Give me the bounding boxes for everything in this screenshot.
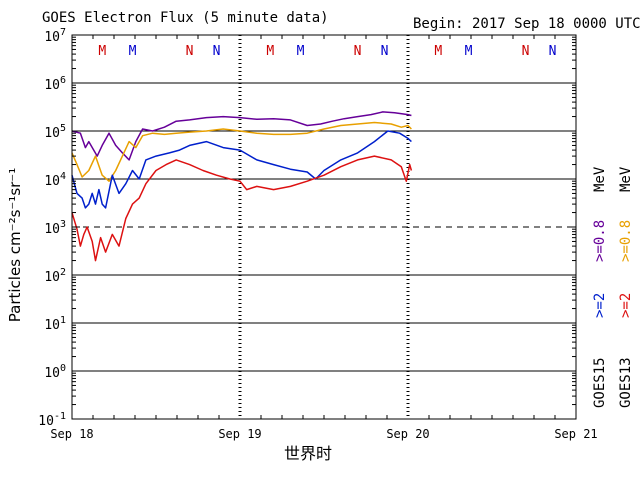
marker-m: M bbox=[266, 44, 274, 59]
y-tick-label: 103 bbox=[44, 219, 66, 237]
grid-layer bbox=[72, 35, 576, 419]
marker-n: N bbox=[213, 44, 221, 59]
plot-frame bbox=[71, 34, 577, 420]
series-line-4 bbox=[71, 155, 413, 262]
series-line-1 bbox=[71, 111, 412, 161]
legend: GOES15 GOES13 >=2 >=2 >=0.8 >=0.8 MeV Me… bbox=[592, 166, 634, 408]
y-tick-label: 106 bbox=[44, 75, 66, 93]
marker-n: N bbox=[549, 44, 557, 59]
y-tick-label: 107 bbox=[44, 27, 66, 45]
marker-n: N bbox=[186, 44, 194, 59]
marker-m: M bbox=[434, 44, 442, 59]
series-line-2 bbox=[71, 121, 412, 182]
marker-m: M bbox=[98, 44, 106, 59]
series-line-3 bbox=[71, 130, 412, 209]
marker-m: M bbox=[297, 44, 305, 59]
y-tick-label: 104 bbox=[44, 171, 66, 189]
chart-title: GOES Electron Flux (5 minute data) bbox=[42, 10, 329, 26]
legend-unit-goes15: MeV bbox=[592, 166, 608, 192]
series-layer bbox=[71, 111, 413, 262]
x-axis-label: 世界时 bbox=[284, 444, 332, 463]
marker-m: M bbox=[465, 44, 473, 59]
legend-g15-08mev: >=0.8 bbox=[592, 220, 608, 262]
y-tick-label: 102 bbox=[44, 267, 66, 285]
x-tick-label: Sep 19 bbox=[218, 427, 261, 441]
legend-g15-2mev: >=2 bbox=[592, 293, 608, 318]
x-tick-layer: Sep 18 Sep 19 Sep 20 Sep 21 bbox=[50, 35, 598, 441]
x-tick-label: Sep 18 bbox=[50, 427, 93, 441]
legend-g13-08mev: >=0.8 bbox=[618, 220, 634, 262]
legend-goes13-label: GOES13 bbox=[618, 357, 634, 408]
legend-g13-2mev: >=2 bbox=[618, 293, 634, 318]
y-tick-label: 105 bbox=[44, 123, 66, 141]
y-axis-label: Particles cm⁻²s⁻¹sr⁻¹ bbox=[6, 168, 24, 322]
marker-n: N bbox=[522, 44, 530, 59]
marker-n: N bbox=[381, 44, 389, 59]
marker-m: M bbox=[129, 44, 137, 59]
legend-unit-goes13: MeV bbox=[618, 166, 634, 192]
y-tick-label: 101 bbox=[44, 315, 66, 333]
x-tick-label: Sep 21 bbox=[554, 427, 597, 441]
marker-n: N bbox=[354, 44, 362, 59]
begin-label: Begin: 2017 Sep 18 0000 UTC bbox=[413, 16, 640, 32]
legend-goes15-label: GOES15 bbox=[592, 357, 608, 408]
y-tick-label: 100 bbox=[44, 363, 66, 381]
y-tick-layer: 107 106 105 104 103 102 101 100 10-1 bbox=[38, 27, 576, 429]
x-tick-label: Sep 20 bbox=[386, 427, 429, 441]
y-tick-label: 10-1 bbox=[38, 411, 66, 429]
